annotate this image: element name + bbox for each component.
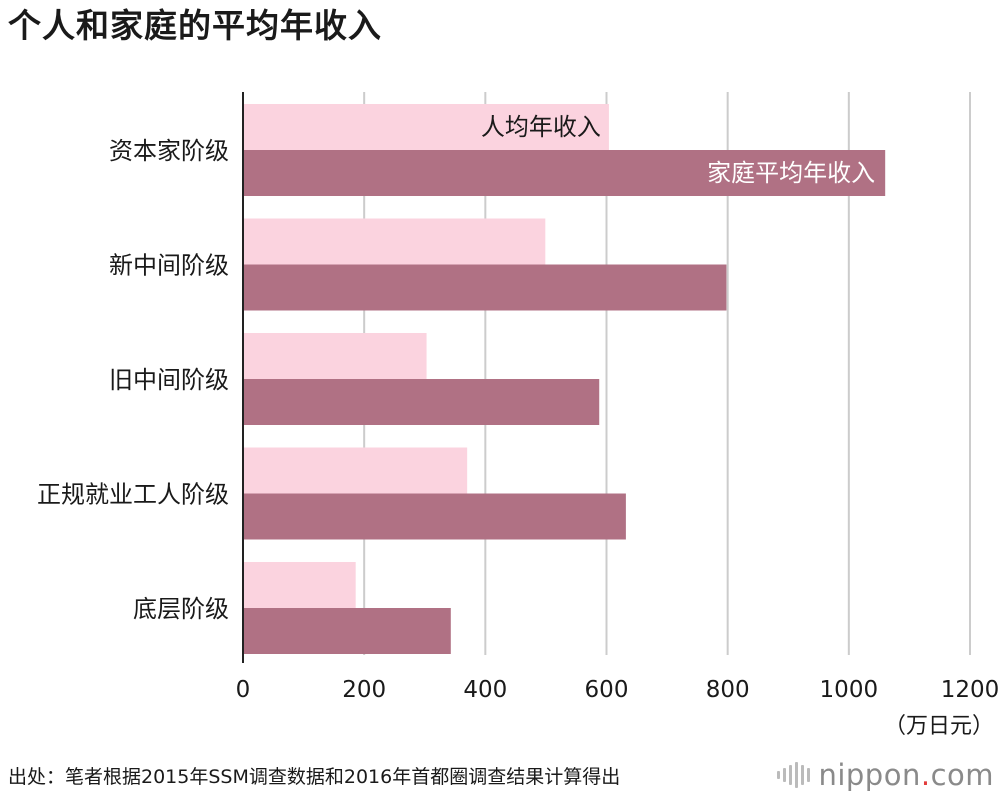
bar-household (243, 379, 600, 425)
nippon-waves-icon (777, 762, 811, 788)
x-tick-label: 200 (342, 677, 386, 703)
bar-household (243, 608, 451, 654)
chart-title: 个人和家庭的平均年收入 (8, 6, 382, 45)
bar-personal (243, 562, 356, 608)
category-label: 正规就业工人阶级 (37, 481, 229, 509)
source-note: 出处：笔者根据2015年SSM调查数据和2016年首都圈调查结果计算得出 (8, 766, 621, 788)
bar-household (243, 264, 727, 311)
bar-personal (243, 218, 546, 265)
category-label: 资本家阶级 (109, 137, 229, 165)
x-tick-label: 1000 (820, 677, 879, 703)
bar-personal (243, 333, 427, 379)
bar-household (243, 150, 886, 196)
brand-name: nippon.com (818, 758, 994, 792)
bar-personal (243, 447, 468, 494)
x-tick-label: 1200 (941, 677, 1000, 703)
brand-logo[interactable]: nippon.com (777, 758, 994, 792)
bar-household (243, 493, 626, 540)
x-tick-label: 400 (463, 677, 507, 703)
x-tick-label: 0 (236, 677, 251, 703)
bar-personal (243, 104, 609, 150)
series-label-household: 家庭平均年收入 (707, 159, 875, 187)
x-axis-unit: （万日元） (884, 714, 994, 739)
x-tick-label: 800 (706, 677, 750, 703)
bars (243, 104, 886, 654)
category-label: 底层阶级 (133, 595, 229, 623)
category-label: 旧中间阶级 (109, 366, 229, 394)
series-label-personal: 人均年收入 (481, 113, 601, 141)
x-tick-label: 600 (585, 677, 629, 703)
category-label: 新中间阶级 (109, 252, 229, 280)
